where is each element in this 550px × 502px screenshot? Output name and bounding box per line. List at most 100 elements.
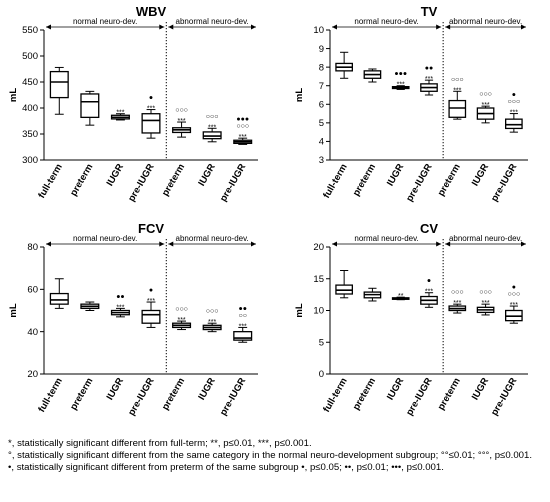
tv-group-label: abnormal neuro-dev. <box>449 17 522 26</box>
wbv-panel: WBV 300 350 400 450 500 550 mL normal neuro-dev.… <box>8 4 258 204</box>
fcv-box-5: *** ○○○ <box>202 308 222 333</box>
footnotes: *, statistically significant different f… <box>8 438 548 474</box>
cv-box-5: *** ○○○ <box>476 289 495 316</box>
wbv-category-label: preterm <box>160 162 187 198</box>
wbv-annotation: *** <box>116 110 124 117</box>
cv-box-0 <box>335 269 353 299</box>
fcv-y-tick-label: 80 <box>27 242 38 253</box>
wbv-y-tick-label: 500 <box>22 51 38 62</box>
tv-group-arrowhead-left <box>445 24 451 30</box>
wbv-category-label: full-term <box>36 162 65 200</box>
tv-box-1 <box>363 68 382 83</box>
cv-annotation: *** <box>510 302 518 309</box>
wbv-y-tick-label: 400 <box>22 103 38 114</box>
wbv-box-3: *** ● <box>141 95 161 139</box>
cv-annotation: ○○○ <box>451 289 464 296</box>
fcv-box-1 <box>80 301 100 311</box>
cv-y-tick-label: 5 <box>319 337 324 348</box>
tv-y-tick-label: 8 <box>319 62 324 73</box>
cv-title: CV <box>420 221 438 236</box>
cv-box-3: *** ● <box>420 278 438 308</box>
cv-annotation: *** <box>481 300 489 307</box>
cv-group-arrowhead-left <box>445 241 451 247</box>
cv-group-label: abnormal neuro-dev. <box>449 234 522 243</box>
wbv-annotation: *** <box>208 124 216 131</box>
tv-box-5: *** ○○○ <box>476 91 495 124</box>
wbv-box-iqr <box>80 93 100 119</box>
wbv-annotation: ●●● <box>236 116 249 123</box>
tv-box-iqr <box>448 99 467 118</box>
cv-annotation: ● <box>512 284 516 291</box>
tv-category-label: pre-IUGR <box>404 162 434 204</box>
tv-group-label: normal neuro-dev. <box>354 17 418 26</box>
cv-category-label: preterm <box>436 376 463 412</box>
wbv-category-label: pre-IUGR <box>218 162 248 204</box>
tv-annotation: *** <box>425 76 433 83</box>
cv-y-label: mL <box>294 303 305 317</box>
tv-box-4: *** ○○○ <box>448 76 467 120</box>
fcv-category-label: pre-IUGR <box>126 376 156 418</box>
wbv-category-label: IUGR <box>105 162 126 188</box>
tv-box-0 <box>335 51 353 79</box>
fcv-annotation: ○○○ <box>175 306 188 313</box>
fcv-panel: FCV 20 40 60 80 mL normal neuro-dev. abnormal n… <box>8 221 258 418</box>
fcv-y-label: mL <box>8 303 19 317</box>
wbv-group-arrowhead-left <box>46 24 51 30</box>
wbv-box-iqr <box>49 70 69 99</box>
wbv-group-arrowhead-right <box>251 24 256 30</box>
fcv-group-arrowhead-left <box>46 241 51 247</box>
fcv-category-label: pre-IUGR <box>218 376 248 418</box>
fcv-category-label: preterm <box>68 376 95 412</box>
tv-box-3: *** ●● <box>420 65 438 96</box>
tv-category-label: preterm <box>436 162 463 198</box>
fcv-category-label: IUGR <box>196 376 217 402</box>
fcv-annotation: ●● <box>116 293 124 300</box>
cv-annotation: ** <box>398 293 404 300</box>
fcv-group-arrowhead-right <box>159 241 165 247</box>
tv-y-tick-label: 5 <box>319 118 324 129</box>
fcv-y-tick-label: 40 <box>27 327 38 338</box>
footnote-1: *, statistically significant different f… <box>8 438 312 449</box>
tv-y-tick-label: 6 <box>319 99 324 110</box>
tv-annotation: ●●● <box>394 71 407 78</box>
footnote-2: °, statistically significant different f… <box>8 450 532 461</box>
fcv-category-label: preterm <box>160 376 187 412</box>
cv-y-tick-label: 15 <box>313 274 324 285</box>
fcv-category-label: IUGR <box>105 376 126 402</box>
cv-group-arrowhead-left <box>332 241 337 247</box>
fcv-annotation: ●● <box>238 305 246 312</box>
wbv-box-iqr <box>141 113 161 134</box>
tv-annotation: ●● <box>425 65 433 72</box>
tv-box-iqr <box>505 118 523 130</box>
cv-y-tick-label: 10 <box>313 306 324 317</box>
wbv-title: WBV <box>136 4 167 19</box>
cv-annotation: *** <box>425 289 433 296</box>
cv-panel: CV 0 5 10 15 20 mL normal neuro-dev. abnormal ne… <box>294 221 528 418</box>
wbv-box-1 <box>80 90 100 126</box>
tv-category-label: IUGR <box>470 162 491 188</box>
cv-category-label: full-term <box>321 376 350 414</box>
wbv-y-label: mL <box>8 88 19 102</box>
tv-group-arrowhead-left <box>332 24 337 30</box>
tv-box-6: *** ○○○● <box>505 92 523 133</box>
wbv-y-tick-label: 350 <box>22 129 38 140</box>
tv-annotation: ○○○ <box>479 91 492 98</box>
cv-annotation: *** <box>453 300 461 307</box>
fcv-box-6: *** ○○●● <box>233 305 253 343</box>
wbv-annotation: *** <box>239 134 247 141</box>
tv-category-label: preterm <box>351 162 378 198</box>
wbv-annotation: *** <box>177 118 185 125</box>
wbv-group-arrowhead-left <box>168 24 174 30</box>
tv-y-tick-label: 4 <box>319 137 324 148</box>
wbv-y-tick-label: 550 <box>22 25 38 36</box>
tv-annotation: *** <box>510 110 518 117</box>
fcv-box-iqr <box>233 331 253 341</box>
cv-box-1 <box>363 287 382 302</box>
wbv-box-4: *** ○○○ <box>172 107 192 138</box>
fcv-group-label: abnormal neuro-dev. <box>176 234 249 243</box>
cv-box-4: *** ○○○ <box>448 289 467 314</box>
fcv-annotation: *** <box>177 317 185 324</box>
tv-y-label: mL <box>294 88 305 102</box>
fcv-group-arrowhead-right <box>251 241 256 247</box>
tv-annotation: *** <box>453 87 461 94</box>
